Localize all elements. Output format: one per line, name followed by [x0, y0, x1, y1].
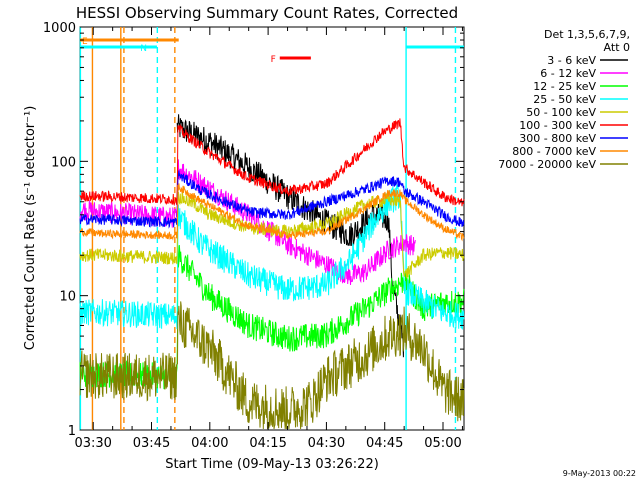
legend-label-6: 300 - 800 keV: [519, 132, 596, 145]
series-line-7: [79, 183, 465, 242]
legend-header-line-2: Att 0: [604, 41, 630, 54]
annotation-bars: E N F: [80, 37, 464, 65]
legend-label-2: 12 - 25 keV: [533, 80, 596, 93]
annotation-label-3: F: [271, 55, 276, 65]
y-tick-label-0: 1: [68, 424, 76, 439]
legend-header-line-1: Det 1,3,5,6,7,9,: [544, 28, 630, 41]
axis-ticks: 03:30 03:45 04:00 04:15 04:30 04:45 05:00 1 10 10…: [43, 21, 464, 451]
legend-label-7: 800 - 7000 keV: [512, 145, 596, 158]
legend-label-0: 3 - 6 keV: [547, 54, 596, 67]
annotation-label-0: E: [82, 37, 88, 47]
y-tick-label-2: 100: [51, 155, 76, 170]
x-tick-label-5: 04:45: [366, 436, 403, 451]
x-tick-label-3: 04:15: [249, 436, 286, 451]
annotation-label-1: N: [140, 44, 147, 54]
x-tick-label-0: 03:30: [74, 436, 111, 451]
legend-label-1: 6 - 12 keV: [540, 67, 596, 80]
x-tick-label-6: 05:00: [424, 436, 461, 451]
legend-label-8: 7000 - 20000 keV: [498, 158, 596, 171]
y-tick-label-3: 1000: [43, 21, 76, 36]
footer-date: 9-May-2013 00:22: [563, 469, 636, 478]
y-axis-label: Corrected Count Rate (s⁻¹ detector⁻¹): [23, 106, 38, 351]
legend-label-4: 50 - 100 keV: [526, 106, 596, 119]
x-tick-label-1: 03:45: [133, 436, 170, 451]
chart-title: HESSI Observing Summary Count Rates, Cor…: [76, 4, 458, 22]
series-line-8: [79, 301, 465, 430]
x-tick-label-4: 04:30: [308, 436, 345, 451]
series-line-5: [79, 118, 465, 207]
x-tick-label-2: 04:00: [191, 436, 228, 451]
legend-label-5: 100 - 300 keV: [519, 119, 596, 132]
legend-label-3: 25 - 50 keV: [533, 93, 596, 106]
y-tick-label-1: 10: [59, 290, 76, 305]
x-axis-label: Start Time (09-May-13 03:26:22): [165, 457, 379, 472]
series-line-1: [79, 159, 416, 286]
series-line-6: [79, 170, 465, 229]
series-line-4: [79, 191, 465, 279]
series-lines: [79, 114, 465, 430]
